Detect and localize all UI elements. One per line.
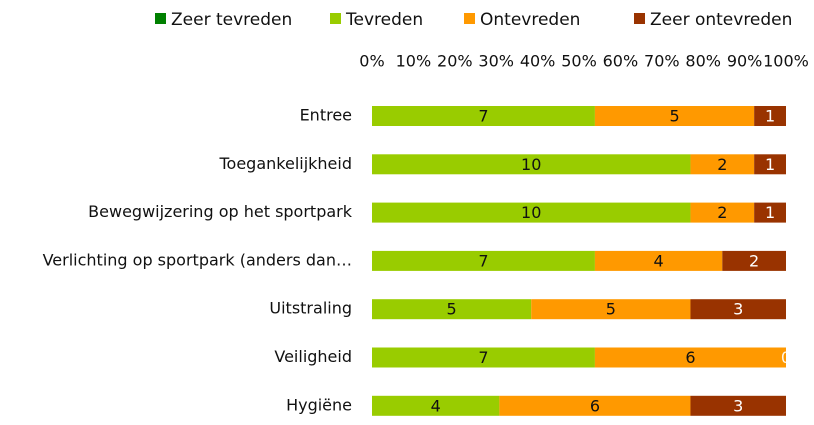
- data-label: 6: [685, 348, 695, 367]
- bar-segment: [722, 250, 786, 271]
- category-label: Veiligheid: [274, 347, 352, 366]
- data-label: 3: [733, 396, 743, 415]
- data-label: 5: [669, 107, 679, 126]
- data-label: 2: [717, 155, 727, 174]
- category-label: Uitstraling: [269, 299, 352, 318]
- x-tick-label: 70%: [644, 52, 680, 71]
- data-label: 4: [431, 396, 441, 415]
- bar-segment: [372, 202, 691, 223]
- bar-segment: [690, 299, 786, 320]
- data-label: 4: [654, 251, 664, 270]
- bar-segment: [594, 250, 723, 271]
- bar-segment: [754, 202, 786, 223]
- data-label: 7: [478, 251, 488, 270]
- category-label: Toegankelijkheid: [218, 154, 352, 173]
- category-label: Verlichting op sportpark (anders dan…: [43, 250, 352, 269]
- bar-segment: [690, 154, 755, 175]
- bar-segment: [372, 250, 595, 271]
- x-tick-label: 30%: [478, 52, 514, 71]
- bar-segment: [594, 347, 786, 368]
- legend-label: Zeer ontevreden: [650, 10, 792, 30]
- bar-segment: [690, 395, 786, 416]
- data-label: 1: [765, 155, 775, 174]
- data-label: 7: [478, 348, 488, 367]
- data-label: 1: [765, 107, 775, 126]
- data-label: 5: [447, 300, 457, 319]
- legend-swatch: [155, 13, 166, 24]
- x-tick-label: 90%: [727, 52, 763, 71]
- category-label: Bewegwijzering op het sportpark: [88, 202, 353, 221]
- bar-segment: [754, 106, 786, 126]
- category-label: Entree: [300, 106, 352, 125]
- data-label: 10: [521, 203, 541, 222]
- bar-segment: [499, 395, 691, 416]
- x-tick-label: 60%: [603, 52, 639, 71]
- bar-segment: [372, 154, 691, 175]
- bar-segment: [754, 154, 786, 175]
- x-tick-label: 10%: [396, 52, 432, 71]
- bar-segment: [372, 395, 500, 416]
- legend-label: Ontevreden: [480, 10, 580, 30]
- bar-segment: [372, 347, 595, 368]
- legend-swatch: [634, 13, 645, 24]
- data-label: 7: [478, 107, 488, 126]
- data-label: 10: [521, 155, 541, 174]
- bar-segment: [690, 202, 755, 223]
- data-label: 2: [749, 251, 759, 270]
- data-label: 1: [765, 203, 775, 222]
- x-tick-label: 100%: [763, 52, 809, 71]
- x-tick-label: 50%: [561, 52, 597, 71]
- x-tick-label: 80%: [685, 52, 721, 71]
- x-tick-label: 0%: [359, 52, 384, 71]
- data-label: 3: [733, 300, 743, 319]
- data-label: 5: [606, 300, 616, 319]
- category-label: Hygiëne: [286, 395, 352, 414]
- x-tick-label: 20%: [437, 52, 473, 71]
- legend-swatch: [464, 13, 475, 24]
- bar-segment: [372, 106, 595, 126]
- bar-segment: [372, 299, 532, 320]
- legend-swatch: [330, 13, 341, 24]
- x-tick-label: 40%: [520, 52, 556, 71]
- data-label: 2: [717, 203, 727, 222]
- bar-segment: [531, 299, 691, 320]
- bar-segment: [594, 106, 755, 126]
- legend-label: Zeer tevreden: [171, 10, 292, 30]
- legend-label: Tevreden: [345, 10, 423, 30]
- data-label: 0: [781, 348, 791, 367]
- data-label: 6: [590, 396, 600, 415]
